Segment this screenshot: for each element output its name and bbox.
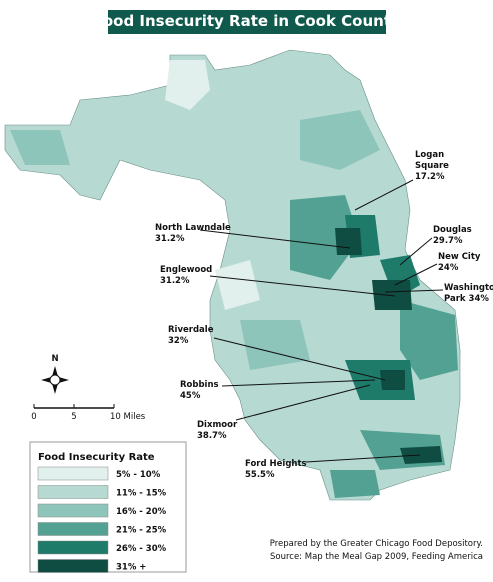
leader-line bbox=[305, 454, 421, 463]
legend-swatch bbox=[37, 503, 109, 518]
credit: Prepared by the Greater Chicago Food Dep… bbox=[270, 539, 483, 549]
legend: Food Insecurity Rate 5% - 10% 11% - 15% 16… bbox=[29, 441, 187, 573]
region bbox=[10, 130, 70, 165]
leader-line bbox=[394, 263, 438, 286]
callout-label: North Lawndale bbox=[155, 223, 231, 233]
legend-label: 16% - 20% bbox=[116, 507, 167, 517]
region bbox=[290, 195, 360, 280]
region bbox=[372, 280, 412, 310]
county-map bbox=[4, 49, 461, 501]
callout-label: 31.2% bbox=[155, 234, 185, 244]
compass-label: N bbox=[51, 354, 58, 364]
region bbox=[400, 300, 458, 380]
legend-swatch bbox=[37, 540, 109, 555]
callout-label: Washington bbox=[444, 283, 493, 293]
legend-label: 5% - 10% bbox=[116, 470, 161, 480]
title: Food Insecurity Rate in Cook County bbox=[93, 12, 401, 30]
leader-line bbox=[235, 384, 371, 421]
legend-label: 26% - 30% bbox=[116, 544, 167, 554]
leader-line bbox=[209, 275, 396, 297]
region bbox=[400, 446, 442, 464]
callout-label: Dixmoor bbox=[197, 420, 238, 430]
leader-line bbox=[384, 289, 444, 293]
callout-label: Douglas bbox=[433, 225, 472, 235]
leader-line bbox=[221, 379, 376, 387]
callout-label: Park 34% bbox=[444, 294, 489, 304]
legend-label: 21% - 25% bbox=[116, 526, 167, 536]
callout-label: 55.5% bbox=[245, 470, 275, 480]
legend-swatch bbox=[37, 466, 109, 481]
callout-label: New City bbox=[438, 252, 481, 262]
callout-label: Englewood bbox=[160, 265, 212, 275]
callout-label: 31.2% bbox=[160, 276, 190, 286]
callout-label: 29.7% bbox=[433, 236, 463, 246]
legend-swatch bbox=[37, 522, 109, 536]
callout-label: Square bbox=[415, 161, 449, 171]
legend-swatch bbox=[37, 559, 109, 573]
scale-label: 5 bbox=[71, 412, 76, 422]
callout-label: 45% bbox=[180, 391, 201, 401]
region bbox=[330, 470, 380, 498]
callout-label: Logan bbox=[415, 150, 444, 160]
legend-title: Food Insecurity Rate bbox=[38, 452, 155, 463]
callout-label: Riverdale bbox=[168, 325, 214, 335]
region bbox=[215, 260, 260, 310]
leader-line bbox=[354, 179, 414, 211]
callout-label: Ford Heights bbox=[245, 459, 307, 469]
leader-line bbox=[399, 237, 433, 266]
region bbox=[300, 110, 380, 170]
scale-bar: 0 5 10 Miles bbox=[31, 404, 146, 422]
region bbox=[335, 228, 362, 255]
callout-label: 32% bbox=[168, 336, 189, 346]
legend-label: 11% - 15% bbox=[116, 489, 167, 499]
legend-label: 31% + bbox=[116, 563, 146, 573]
scale-label: 0 bbox=[31, 412, 36, 422]
legend-swatch bbox=[37, 485, 109, 499]
leader-line bbox=[213, 337, 386, 381]
compass: N bbox=[41, 354, 69, 394]
callout-label: 17.2% bbox=[415, 172, 445, 182]
title-bar bbox=[108, 10, 386, 34]
scale-label: 10 Miles bbox=[110, 412, 146, 422]
region bbox=[165, 60, 210, 110]
callout-label: 38.7% bbox=[197, 431, 227, 441]
callout-label: 24% bbox=[438, 263, 459, 273]
callout-label: Robbins bbox=[180, 380, 219, 390]
credit: Source: Map the Meal Gap 2009, Feeding A… bbox=[270, 552, 483, 562]
leader-line bbox=[199, 229, 351, 249]
region bbox=[380, 370, 405, 390]
